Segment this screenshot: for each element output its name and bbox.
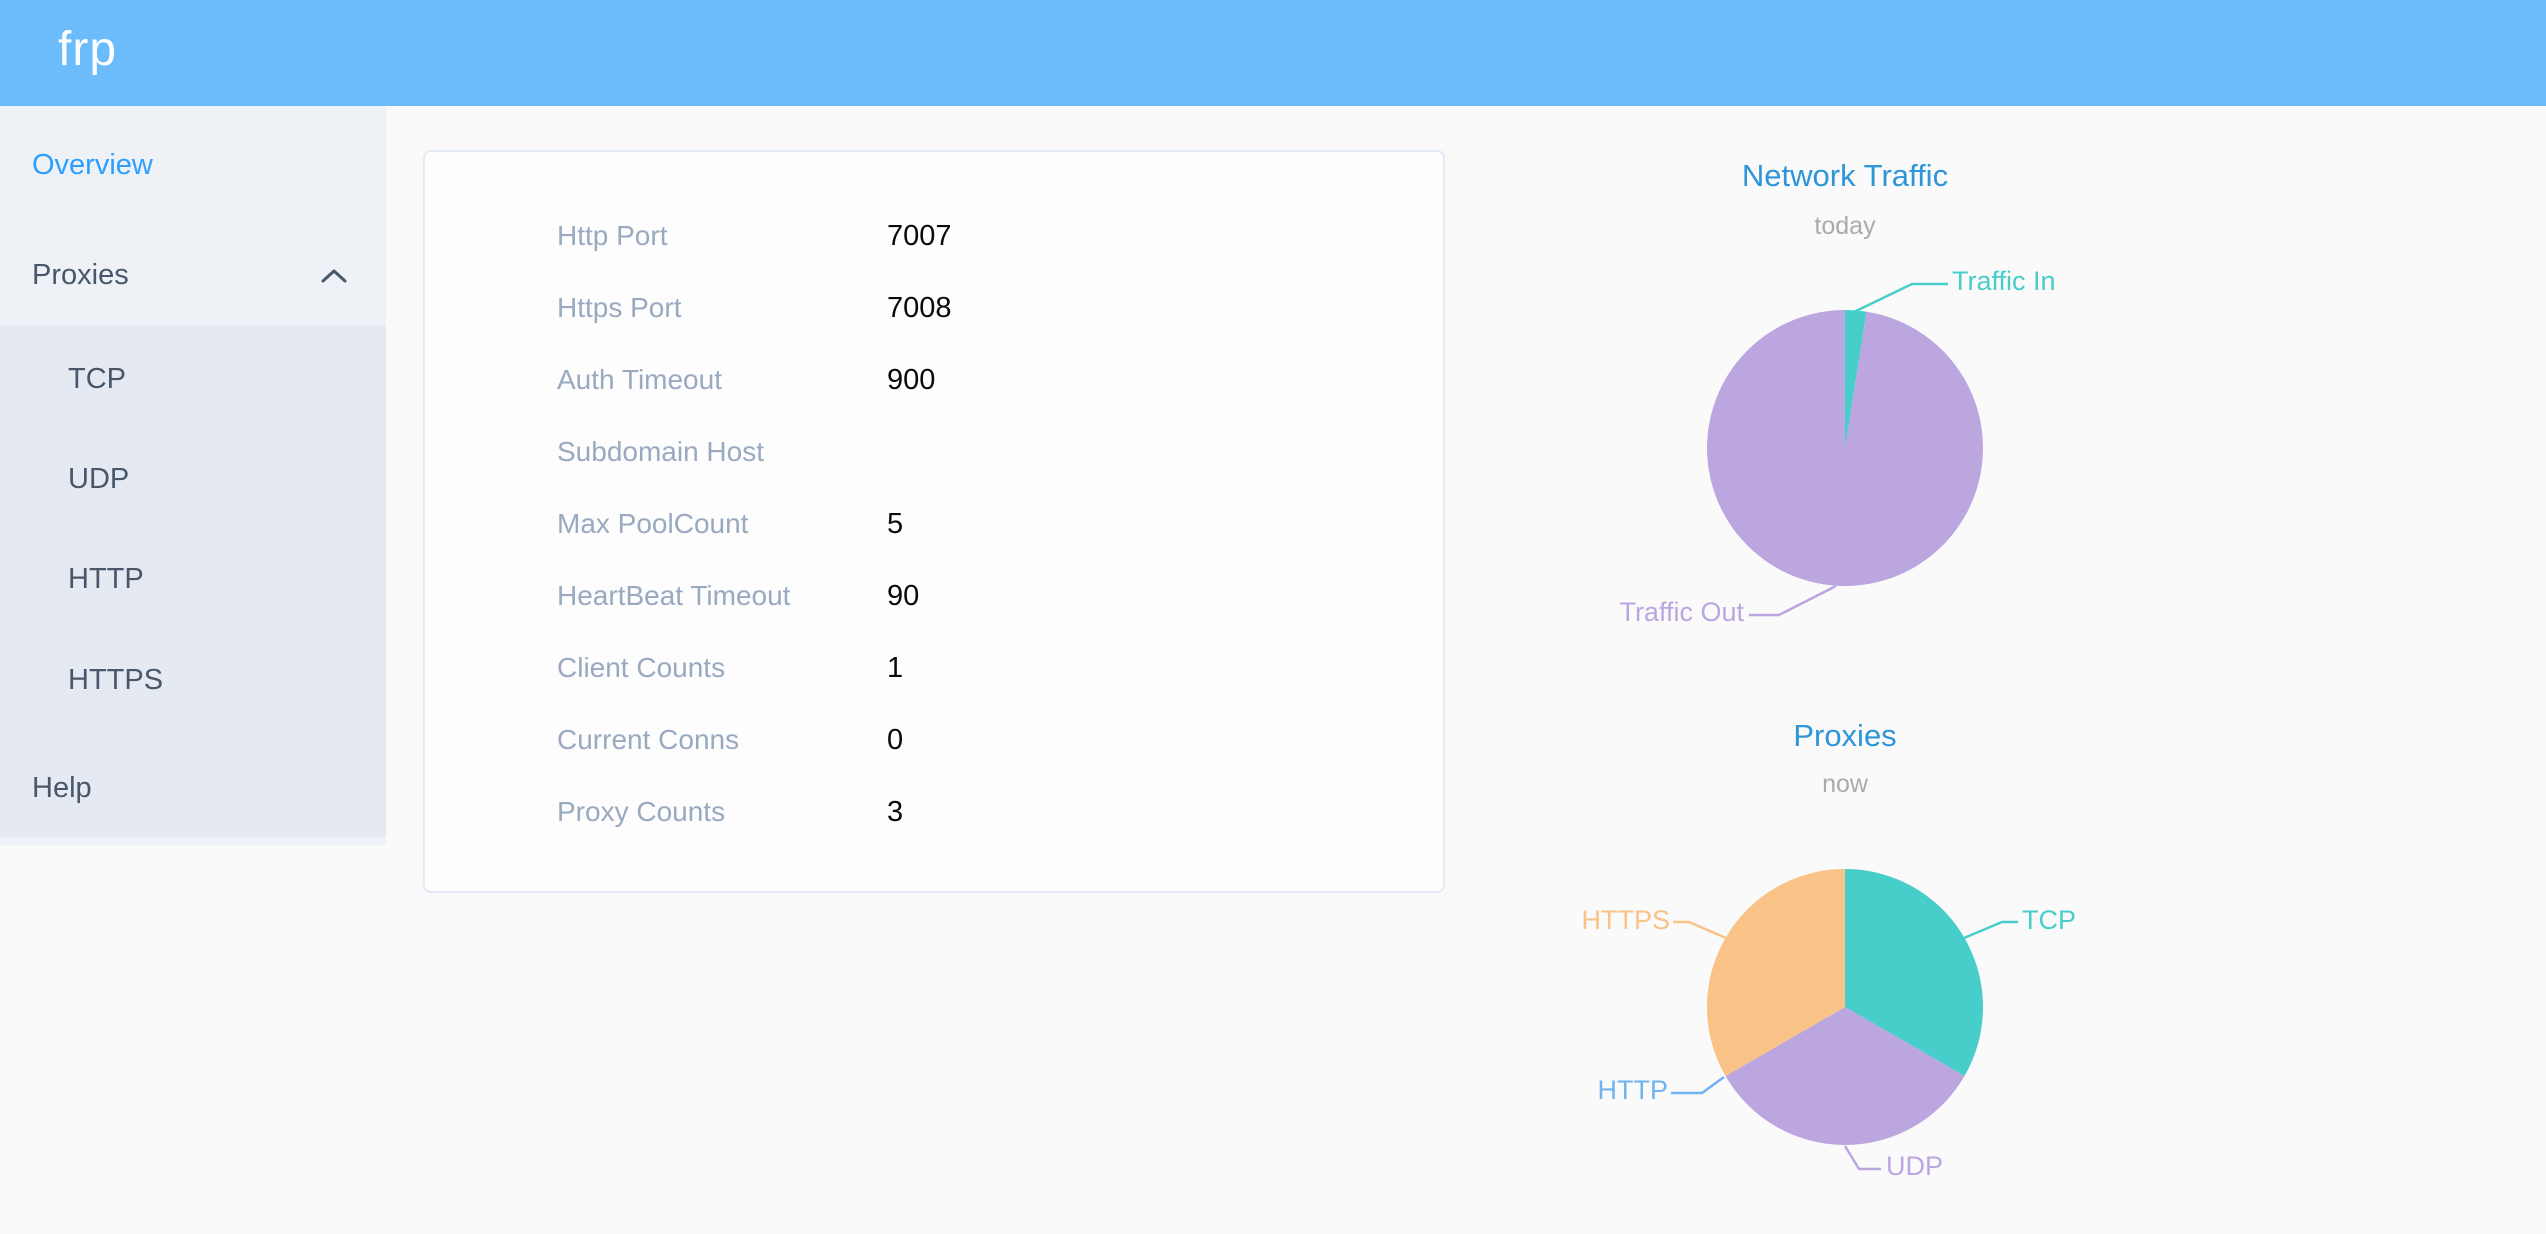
leader-traffic-out — [1749, 584, 1837, 617]
pie-slice-traffic-out[interactable] — [1707, 310, 1983, 586]
leader-udp — [1843, 1145, 1881, 1171]
row-label: Subdomain Host — [557, 436, 765, 467]
sidebar-submenu-proxies: TCP UDP HTTP HTTPS — [0, 326, 386, 837]
row-label: Proxy Counts — [557, 796, 726, 827]
table-row: Proxy Counts 3 — [425, 776, 1443, 848]
app-logo: frp — [58, 23, 118, 76]
sidebar-item-proxies-label: Proxies — [32, 259, 129, 291]
table-row: Max PoolCount 5 — [425, 488, 1443, 560]
row-label: Http Port — [557, 220, 668, 251]
network-traffic-chart-subtitle: today — [1814, 212, 1876, 240]
pie-slice-tcp[interactable] — [1845, 869, 1983, 1076]
table-row: Subdomain Host — [425, 416, 1443, 488]
row-label: Current Conns — [557, 724, 740, 755]
sidebar-item-udp[interactable]: UDP — [0, 429, 386, 529]
table-row: Client Counts 1 — [425, 632, 1443, 704]
sidebar-item-help-label: Help — [32, 772, 92, 804]
pie-slice-udp[interactable] — [1725, 1007, 1965, 1145]
row-label: Client Counts — [557, 652, 726, 683]
row-label: Https Port — [557, 292, 682, 323]
sidebar-item-tcp[interactable]: TCP — [0, 329, 386, 429]
proxies-chart-subtitle: now — [1822, 770, 1868, 798]
row-value: 90 — [887, 580, 920, 612]
app-header: frp — [0, 0, 2546, 106]
sidebar-item-proxies[interactable]: Proxies — [0, 220, 386, 330]
proxies-chart-title: Proxies — [1793, 718, 1897, 753]
sidebar-item-udp-label: UDP — [68, 463, 130, 495]
server-info-rows: Http Port 7007 Https Port 7008 Auth Time… — [425, 200, 1443, 848]
row-label: HeartBeat Timeout — [557, 580, 791, 611]
chevron-up-icon — [321, 269, 347, 283]
row-value: 7008 — [887, 292, 952, 324]
pie-label-udp: UDP — [1886, 1151, 1944, 1181]
leader-traffic-in — [1853, 282, 1948, 314]
pie-slice-traffic-in[interactable] — [1845, 310, 1867, 448]
row-value: 0 — [887, 724, 904, 756]
row-label: Auth Timeout — [557, 364, 722, 395]
sidebar-item-https-label: HTTPS — [68, 664, 164, 696]
pie-label-https: HTTPS — [1581, 905, 1670, 935]
table-row: Current Conns 0 — [425, 704, 1443, 776]
table-row: Http Port 7007 — [425, 200, 1443, 272]
pie-label-traffic-in: Traffic In — [1952, 266, 2056, 296]
pie-label-traffic-out: Traffic Out — [1619, 597, 1744, 627]
row-value: 900 — [887, 364, 936, 396]
row-value: 7007 — [887, 220, 952, 252]
row-value: 3 — [887, 796, 904, 828]
network-traffic-chart-title: Network Traffic — [1741, 158, 1949, 193]
sidebar-item-tcp-label: TCP — [68, 363, 126, 395]
table-row: Https Port 7008 — [425, 272, 1443, 344]
table-row: Auth Timeout 900 — [425, 344, 1443, 416]
sidebar-item-overview-label: Overview — [32, 149, 153, 181]
pie-slice-https[interactable] — [1707, 869, 1845, 1076]
server-info-card: Http Port 7007 Https Port 7008 Auth Time… — [423, 150, 1445, 893]
sidebar-item-http-label: HTTP — [68, 563, 144, 595]
pie-label-tcp: TCP — [2022, 905, 2076, 935]
row-value: 1 — [887, 652, 904, 684]
proxies-pie-chart[interactable] — [1707, 869, 1983, 1145]
row-value: 5 — [887, 508, 904, 540]
row-label: Max PoolCount — [557, 508, 749, 539]
sidebar-item-overview[interactable]: Overview — [0, 110, 386, 220]
sidebar-item-https[interactable]: HTTPS — [0, 630, 386, 730]
sidebar-item-http[interactable]: HTTP — [0, 529, 386, 629]
pie-label-http: HTTP — [1597, 1075, 1669, 1105]
table-row: HeartBeat Timeout 90 — [425, 560, 1443, 632]
sidebar-item-help[interactable]: Help — [0, 733, 386, 843]
network-traffic-pie-chart[interactable] — [1707, 310, 1983, 586]
sidebar: Overview Proxies TCP UDP HTTP HTTPS Help — [0, 106, 386, 845]
